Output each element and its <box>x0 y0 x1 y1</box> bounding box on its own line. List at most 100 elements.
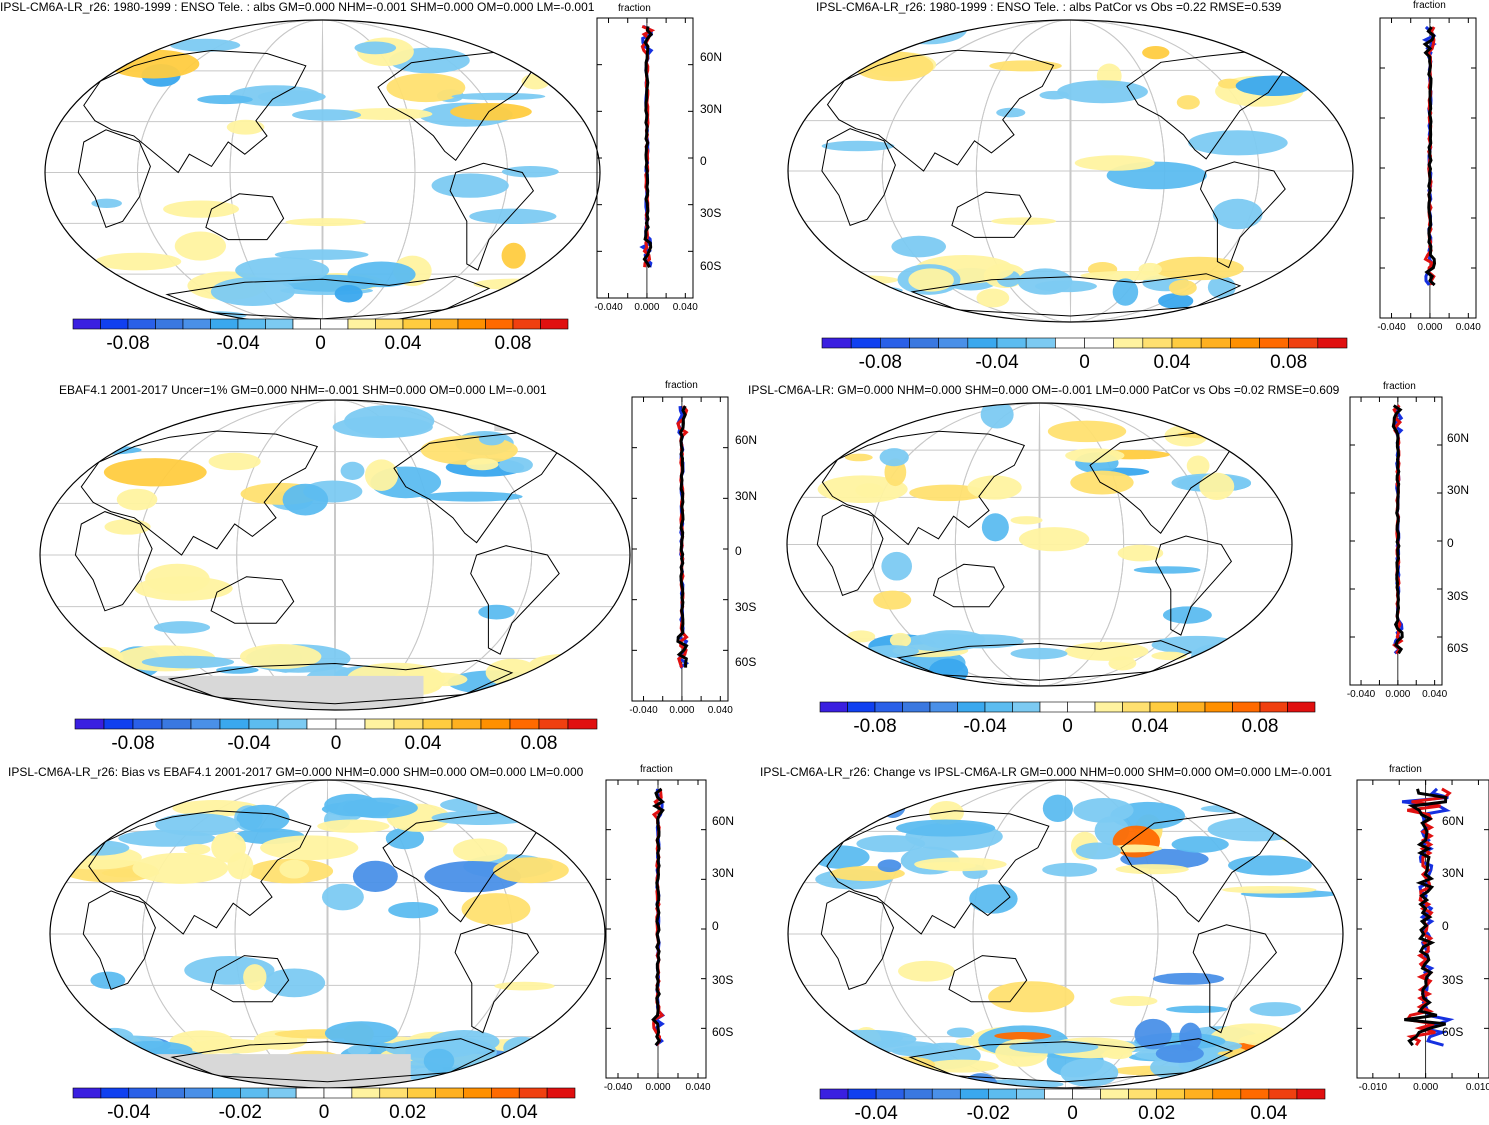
anomaly-patch <box>1239 1032 1325 1048</box>
anomaly-patch <box>1158 293 1194 309</box>
anomaly-patch <box>889 632 912 648</box>
map-border <box>39 399 631 711</box>
anomaly-patch <box>1047 420 1127 443</box>
profile-lat-label: 30N <box>712 866 735 880</box>
colorbar <box>819 701 1316 713</box>
anomaly-patch <box>1207 817 1305 842</box>
anomaly-patch <box>1138 262 1162 276</box>
anomaly-patch <box>946 1027 975 1038</box>
profile-lat-label: 30S <box>700 206 722 220</box>
profile-x-tick-label: -0.040 <box>594 302 623 313</box>
anomaly-patch <box>239 644 322 670</box>
colorbar-tick-label: -0.04 <box>975 352 1019 373</box>
colorbar-swatch <box>546 1087 576 1099</box>
profile-lat-label: 0 <box>712 919 719 933</box>
colorbar-tick-label: 0.02 <box>1138 1103 1176 1124</box>
anomaly-patch <box>1042 794 1073 823</box>
anomaly-patch <box>1009 1040 1099 1054</box>
anomaly-patch <box>988 981 1075 1013</box>
colorbar-tick-label: -0.08 <box>111 733 155 754</box>
panel-title: IPSL-CM6A-LR_r26: 1980-1999 : ENSO Tele.… <box>816 0 1282 14</box>
profile-x-tick-label: 0.000 <box>645 1082 671 1093</box>
colorbar-tick-label: 0.08 <box>1270 352 1308 373</box>
colorbar-tick-label: -0.04 <box>107 1102 151 1123</box>
zonal-profile <box>596 17 694 299</box>
anomaly-patch <box>1218 78 1242 89</box>
colorbar-swatch <box>1287 701 1316 713</box>
anomaly-patch <box>421 672 468 687</box>
anomaly-patch <box>876 1056 936 1074</box>
anomaly-patch <box>1075 842 1122 860</box>
profile-lat-label: 60N <box>712 814 735 828</box>
anomaly-patch <box>989 60 1062 72</box>
anomaly-patch <box>236 804 290 833</box>
profile-x-tick-label: 0.000 <box>1417 322 1443 333</box>
anomaly-patch <box>263 968 326 998</box>
anomaly-patch <box>347 1045 372 1056</box>
anomaly-patch <box>881 551 913 581</box>
anomaly-patch <box>915 861 976 870</box>
anomaly-patch <box>991 217 1057 225</box>
profile-x-tick-label: 0.000 <box>669 705 695 716</box>
anomaly-patch <box>1166 1005 1228 1014</box>
anomaly-patch <box>103 458 207 487</box>
anomaly-patch <box>385 827 425 850</box>
colorbar-swatch <box>1296 1088 1326 1100</box>
profile-lat-label: 30S <box>1442 973 1464 987</box>
panel-title: EBAF4.1 2001-2017 Uncer=1% GM=0.000 NHM=… <box>59 383 547 397</box>
colorbar-swatch <box>1212 1088 1242 1100</box>
anomaly-patch <box>1115 864 1189 875</box>
anomaly-patch <box>116 488 158 511</box>
profile-x-tick-label: 0.000 <box>1413 1082 1439 1093</box>
profile-lat-label: 0 <box>1447 536 1454 550</box>
anomaly-patch <box>343 797 418 819</box>
anomaly-patch <box>1162 606 1212 624</box>
anomaly-patch <box>1034 280 1097 293</box>
profile-x-tick-label: 0.040 <box>685 1082 711 1093</box>
map-area <box>788 20 1353 322</box>
anomaly-patch <box>451 92 546 101</box>
anomaly-patch <box>1242 1050 1342 1082</box>
colorbar-swatch <box>1156 1088 1186 1100</box>
anomaly-patch <box>183 844 211 855</box>
anomaly-patch <box>908 268 954 292</box>
anomaly-patch <box>274 249 369 260</box>
colorbar-tick-label: 0.04 <box>384 333 422 354</box>
anomaly-patch <box>321 883 364 911</box>
anomaly-patch <box>1073 798 1134 823</box>
anomaly-patch <box>858 1053 902 1079</box>
colorbar-swatch <box>567 718 598 730</box>
anomaly-patch <box>235 257 330 284</box>
zonal-profile <box>605 779 707 1079</box>
anomaly-patch <box>1112 278 1139 306</box>
colorbar-swatch <box>1128 1088 1157 1100</box>
zonal-profile <box>1379 17 1477 319</box>
profile-lat-label: 0 <box>700 154 707 168</box>
anomaly-patch <box>1010 647 1068 660</box>
diff-profile-line <box>1422 26 1437 287</box>
colorbar <box>819 1088 1326 1100</box>
anomaly-patch <box>1042 862 1098 877</box>
colorbar-tick-label: 0.08 <box>520 733 558 754</box>
colorbar-tick-label: -0.08 <box>106 333 150 354</box>
panel-title: IPSL-CM6A-LR_r26: 1980-1999 : ENSO Tele.… <box>0 0 595 14</box>
colorbar-swatch <box>1016 1088 1045 1100</box>
anomaly-patch <box>352 860 398 892</box>
anomaly-patch <box>1133 566 1201 574</box>
colorbar-tick-label: 0 <box>315 333 326 354</box>
anomaly-patch <box>423 1048 455 1074</box>
anomaly-patch <box>1064 641 1149 661</box>
colorbar-swatch <box>959 1088 989 1100</box>
profile-lat-label: 0 <box>735 544 742 558</box>
profile-x-tick-label: -0.040 <box>603 1082 633 1093</box>
anomaly-patch <box>891 235 946 258</box>
anomaly-patch <box>1074 155 1155 171</box>
coastlines <box>816 430 1233 681</box>
anomaly-patch <box>285 218 366 227</box>
coastlines <box>82 810 540 1083</box>
panel-title: IPSL-CM6A-LR: GM=0.000 NHM=0.000 SHM=0.0… <box>748 383 1340 397</box>
anomaly-patch <box>385 1038 482 1059</box>
colorbar-swatch <box>931 1088 961 1100</box>
colorbar-tick-label: -0.04 <box>963 716 1007 737</box>
